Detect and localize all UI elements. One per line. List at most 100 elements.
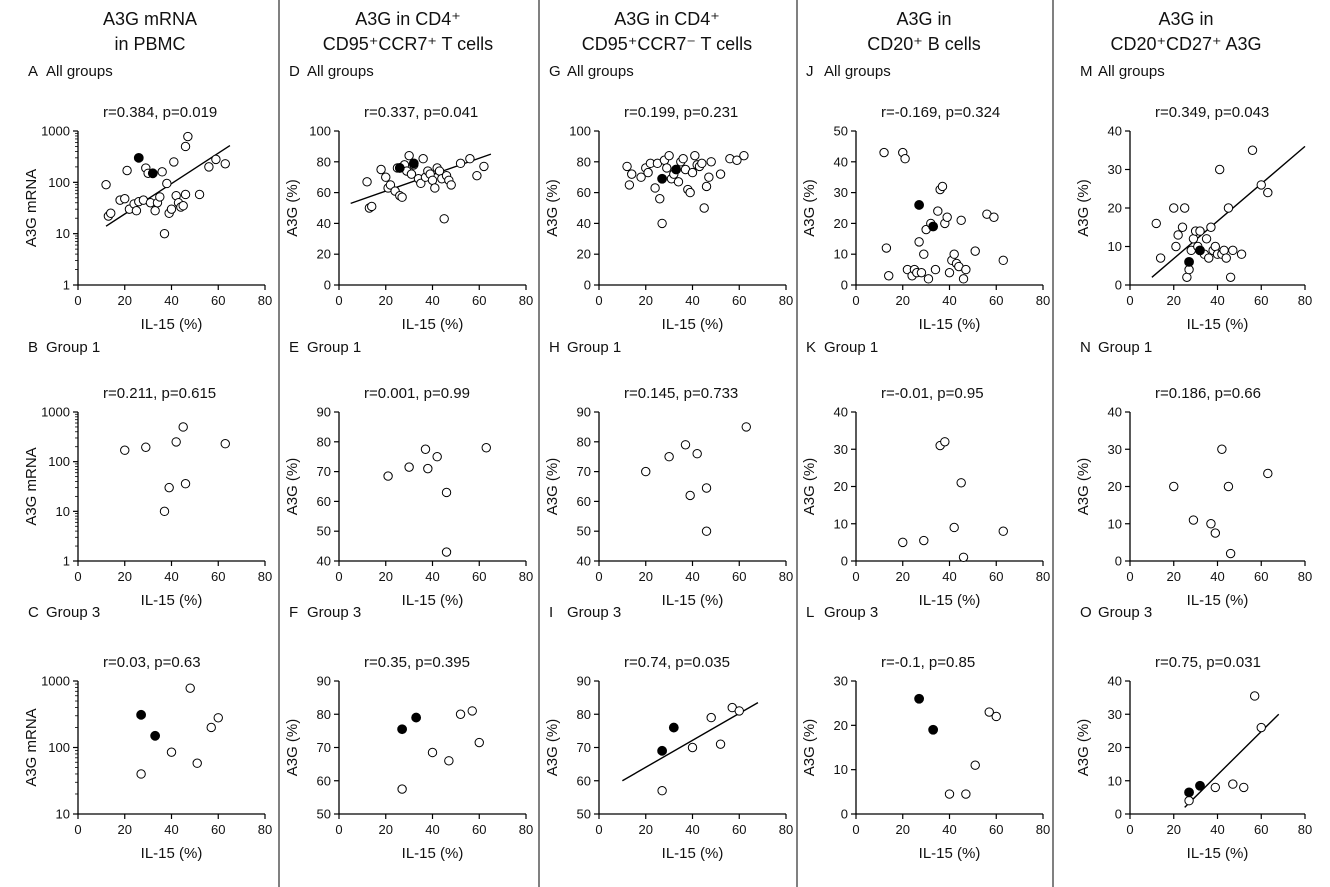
y-tick-label: 80: [317, 434, 331, 449]
y-tick-label: 10: [834, 516, 848, 531]
y-tick-label: 1000: [41, 124, 70, 139]
data-point-open: [1177, 222, 1188, 232]
data-point-filled: [408, 158, 419, 169]
stat-annotation: r=0.337, p=0.041: [364, 104, 478, 121]
data-point-open: [430, 183, 440, 193]
data-point-open: [1171, 241, 1181, 252]
panel-letter: D: [289, 63, 300, 80]
x-tick-label: 80: [1298, 822, 1312, 837]
data-point-open: [701, 181, 712, 192]
data-point-open: [381, 172, 391, 182]
column-title-line: CD95⁺CCR7⁺ T cells: [323, 34, 493, 54]
data-point-open: [678, 154, 688, 164]
data-point-open: [206, 722, 216, 733]
x-tick-label: 60: [989, 569, 1003, 584]
data-point-open: [362, 177, 372, 187]
data-point-open: [624, 180, 635, 190]
x-tick-label: 0: [852, 569, 859, 584]
x-axis-label: IL-15 (%): [1187, 592, 1249, 609]
x-tick-label: 40: [425, 569, 439, 584]
panel-subtitle: Group 1: [46, 339, 100, 356]
stat-annotation: r=0.211, p=0.615: [103, 385, 216, 402]
y-tick-label: 30: [834, 674, 848, 689]
x-tick-label: 80: [258, 569, 272, 584]
y-tick-label: 50: [317, 524, 331, 539]
data-point-open: [397, 784, 407, 794]
stat-annotation: r=0.384, p=0.019: [103, 104, 217, 121]
scatter-panel-G: G All groups r=0.199, p=0.231 0 20 40 60 80 0 20 4…: [544, 63, 793, 333]
y-tick-label: 80: [577, 707, 591, 722]
data-point-open: [1210, 782, 1221, 793]
panel-subtitle: All groups: [824, 63, 891, 80]
data-point-open: [166, 747, 177, 757]
y-tick-label: 20: [1108, 201, 1122, 216]
data-point-filled: [394, 163, 405, 173]
x-tick-label: 80: [1036, 293, 1050, 308]
data-point-open: [1206, 519, 1216, 529]
data-point-open: [998, 526, 1008, 536]
x-tick-label: 20: [118, 569, 132, 584]
y-tick-label: 30: [1108, 442, 1122, 457]
y-tick-label: 1: [63, 554, 70, 569]
data-point-open: [439, 214, 449, 224]
x-tick-label: 40: [942, 822, 956, 837]
x-tick-label: 20: [379, 293, 393, 308]
x-axis-label: IL-15 (%): [662, 845, 724, 862]
data-point-open: [657, 218, 667, 229]
column-title-line: A3G in: [1158, 9, 1213, 29]
x-tick-label: 0: [1126, 293, 1133, 308]
data-point-filled: [150, 730, 161, 741]
x-tick-label: 20: [896, 822, 910, 837]
y-tick-label: 40: [577, 216, 591, 231]
y-tick-label: 100: [48, 454, 70, 469]
y-tick-label: 60: [577, 773, 591, 788]
column-title: A3G in CD20⁺ B cells: [867, 9, 981, 54]
y-tick-label: 100: [309, 124, 331, 139]
data-point-open: [1155, 253, 1166, 263]
data-point-open: [423, 463, 433, 474]
x-tick-label: 40: [685, 822, 699, 837]
y-tick-label: 0: [1115, 554, 1122, 569]
data-point-open: [627, 169, 637, 179]
data-point-filled: [668, 722, 679, 733]
data-point-open: [1249, 691, 1260, 701]
panel-letter: B: [28, 339, 38, 356]
x-tick-label: 60: [989, 293, 1003, 308]
data-point-open: [194, 189, 205, 200]
data-point-open: [944, 267, 955, 278]
x-axis-label: IL-15 (%): [1187, 845, 1249, 862]
data-point-open: [472, 170, 482, 181]
x-tick-label: 20: [639, 822, 653, 837]
data-point-open: [192, 758, 202, 768]
y-axis-label: A3G (%): [544, 458, 561, 516]
y-tick-label: 40: [1108, 405, 1122, 420]
x-tick-label: 0: [74, 569, 81, 584]
y-axis-label: A3G (%): [544, 719, 561, 777]
data-point-open: [159, 506, 170, 517]
data-point-open: [961, 264, 971, 275]
y-axis-label: A3G (%): [801, 458, 818, 516]
data-point-open: [441, 547, 452, 557]
data-point-open: [984, 707, 994, 717]
data-point-open: [685, 490, 695, 501]
y-tick-label: 0: [584, 278, 591, 293]
y-tick-label: 40: [834, 154, 848, 169]
x-axis-label: IL-15 (%): [662, 316, 724, 333]
x-tick-label: 80: [779, 822, 793, 837]
data-point-open: [657, 786, 667, 796]
data-point-filled: [1195, 245, 1205, 256]
x-tick-label: 80: [1298, 569, 1312, 584]
data-point-open: [106, 208, 116, 218]
data-point-open: [1204, 253, 1214, 263]
data-point-open: [940, 437, 950, 447]
data-point-open: [180, 189, 191, 200]
x-axis-label: IL-15 (%): [402, 592, 464, 609]
x-axis-label: IL-15 (%): [402, 845, 464, 862]
stat-annotation: r=0.74, p=0.035: [624, 654, 730, 671]
panel-subtitle: Group 1: [567, 339, 621, 356]
data-point-open: [404, 462, 414, 472]
scatter-panel-L: L Group 3 r=-0.1, p=0.85 0 20 40 60 80 0 10 20 30 IL…: [801, 604, 1050, 862]
data-point-open: [420, 444, 431, 454]
y-axis-label: A3G mRNA: [23, 169, 40, 247]
x-tick-label: 80: [1298, 293, 1312, 308]
